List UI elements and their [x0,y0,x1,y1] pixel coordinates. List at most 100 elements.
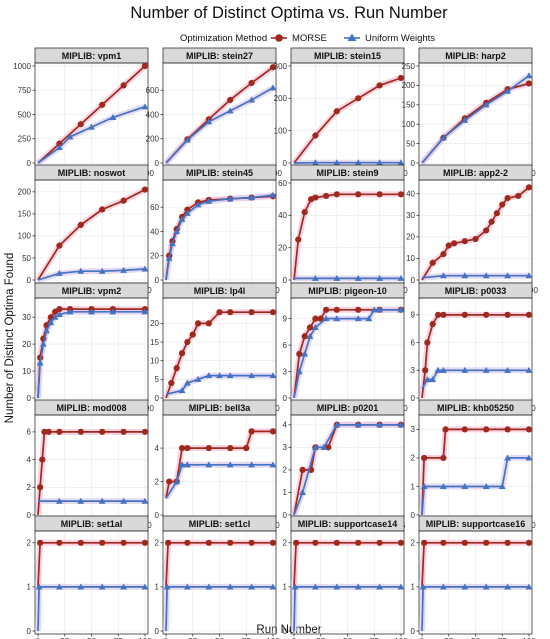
series-line-uniform-weights [421,75,530,164]
series-band-morse [163,193,274,281]
data-point-morse [525,80,533,87]
data-point-uniform-weights [354,315,362,322]
data-point-uniform-weights [376,274,383,281]
data-point-uniform-weights [419,583,427,590]
data-point-morse [299,466,306,473]
data-point-uniform-weights [354,274,362,281]
data-point-uniform-weights [397,306,405,313]
y-tick-label: 1 [155,583,160,592]
data-point-uniform-weights [205,461,213,468]
data-point-morse [440,251,447,258]
data-point-uniform-weights [226,583,234,590]
x-tick-label: 25 [60,637,69,639]
data-point-morse [499,201,506,208]
data-point-uniform-weights [205,583,213,590]
panel-app2-2: MIPLIB: app2-201020304002505007501000 [406,164,538,295]
data-point-uniform-weights [295,368,303,375]
y-tick-label: 0 [27,159,32,168]
data-point-uniform-weights [504,454,511,461]
data-point-morse [312,132,319,139]
data-point-morse [77,428,84,435]
y-tick-label: 40 [406,190,415,199]
legend-uniform-label: Uniform Weights [365,33,435,44]
y-tick-label: 6 [283,341,288,350]
data-point-uniform-weights [88,308,95,315]
panel-mod008: MIPLIB: mod00802460255075100 [27,399,152,530]
y-tick-label: 2 [27,539,32,548]
panel-khb05250: MIPLIB: khb0525001230255075100 [411,399,536,530]
panel-lp4l: MIPLIB: lp4l051015200255075100 [150,282,280,413]
data-point-morse [99,539,106,546]
data-point-uniform-weights [226,195,234,202]
data-point-uniform-weights [226,461,234,468]
data-point-uniform-weights [77,267,85,274]
panel-harp2: MIPLIB: harp2050100150200250010020030040… [402,47,536,178]
data-point-uniform-weights [248,583,255,590]
y-tick-label: 250 [18,135,32,144]
data-point-uniform-weights [173,478,181,485]
data-point-morse [41,428,48,435]
data-point-uniform-weights [397,583,405,590]
series-band-uniform-weights [163,192,274,281]
data-point-morse [141,428,149,435]
y-tick-label: 600 [146,86,160,95]
data-point-uniform-weights [269,84,277,91]
y-tick-label: 0 [27,276,32,285]
data-point-morse [429,259,436,266]
data-point-uniform-weights [440,366,447,373]
panel-strip-label: MIPLIB: p0033 [445,286,507,296]
y-tick-label: 2 [283,539,288,548]
data-point-morse [216,309,223,316]
data-point-uniform-weights [205,118,213,125]
data-point-morse [355,306,362,313]
data-point-morse [525,539,533,546]
data-point-uniform-weights [47,319,55,326]
x-tick-label: 0 [292,637,297,639]
series-line-morse [37,65,146,164]
data-point-morse [37,484,44,491]
data-point-uniform-weights [120,266,127,273]
series-line-uniform-weights [293,423,401,516]
y-tick-label: 3 [411,425,416,434]
data-point-morse [376,539,383,546]
panel-noswot: MIPLIB: noswot05010015020001002003004005… [18,164,152,295]
series-line-morse [293,77,402,164]
y-tick-label: 30 [406,211,415,220]
y-tick-label: 200 [146,135,160,144]
legend-uniform-marker [347,33,357,41]
data-point-morse [205,320,212,327]
data-point-morse [440,539,447,546]
data-point-uniform-weights [98,583,106,590]
data-point-morse [434,311,442,318]
data-point-morse [166,478,173,485]
y-tick-label: 0 [155,394,160,403]
y-tick-label: 200 [402,81,416,90]
data-point-morse [184,539,191,546]
data-point-morse [120,197,127,204]
data-point-morse [440,454,447,462]
data-point-uniform-weights [98,267,106,274]
data-point-uniform-weights [322,315,330,322]
data-point-morse [515,192,522,200]
y-tick-label: 0 [411,276,416,285]
panel-bell3a: MIPLIB: bell3a0240255075100 [155,399,280,530]
data-point-uniform-weights [178,215,186,222]
data-point-morse [99,101,106,108]
panel-strip-label: MIPLIB: app2-2 [443,168,508,178]
series-line-morse [165,430,273,499]
data-point-morse [120,539,127,546]
panel-strip-label: MIPLIB: noswot [58,168,126,178]
data-point-uniform-weights [504,583,511,590]
data-point-morse [483,539,490,546]
x-tick-label: 50 [471,637,480,639]
y-tick-label: 2 [411,454,416,463]
y-tick-label: 15 [150,338,159,347]
panel-supportcase16: MIPLIB: supportcase16 0 1 2 0 25 50 75 100 [411,515,536,639]
data-point-morse [301,209,308,216]
series-line-morse [37,431,145,516]
panel-stein45: MIPLIB: stein4502040600100200300400500 [150,164,280,295]
data-point-uniform-weights [504,272,511,279]
data-point-morse [141,186,149,193]
y-tick-label: 0 [155,276,160,285]
y-tick-label: 1 [411,482,416,491]
